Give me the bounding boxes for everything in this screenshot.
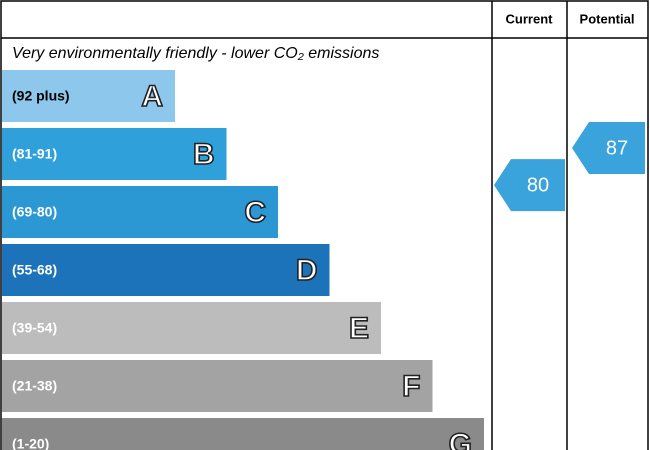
band-bar (2, 360, 433, 412)
band-bar (2, 128, 227, 180)
band-letter: C (244, 196, 266, 229)
rating-value: 80 (527, 174, 549, 196)
column-header: Potential (580, 11, 635, 26)
band-bar (2, 186, 278, 238)
band-range: (1-20) (12, 436, 49, 450)
subtitle: Very environmentally friendly - lower CO… (12, 45, 379, 62)
band-letter: B (193, 138, 215, 171)
band-letter: A (141, 80, 163, 113)
rating-arrow (572, 122, 645, 174)
band-range: (55-68) (12, 262, 57, 278)
band-range: (21-38) (12, 378, 57, 394)
band-range: (81-91) (12, 146, 57, 162)
rating-value: 87 (606, 137, 628, 159)
band-bar (2, 302, 381, 354)
band-bar (2, 418, 484, 450)
rating-arrow (494, 159, 565, 212)
band-bar (2, 244, 330, 296)
band-letter: F (402, 370, 420, 403)
band-range: (92 plus) (12, 88, 70, 104)
band-letter: E (349, 312, 369, 345)
band-range: (69-80) (12, 204, 57, 220)
band-letter: D (296, 254, 318, 287)
column-header: Current (506, 11, 554, 26)
band-letter: G (449, 428, 472, 450)
band-bar (2, 70, 175, 122)
band-range: (39-54) (12, 320, 57, 336)
